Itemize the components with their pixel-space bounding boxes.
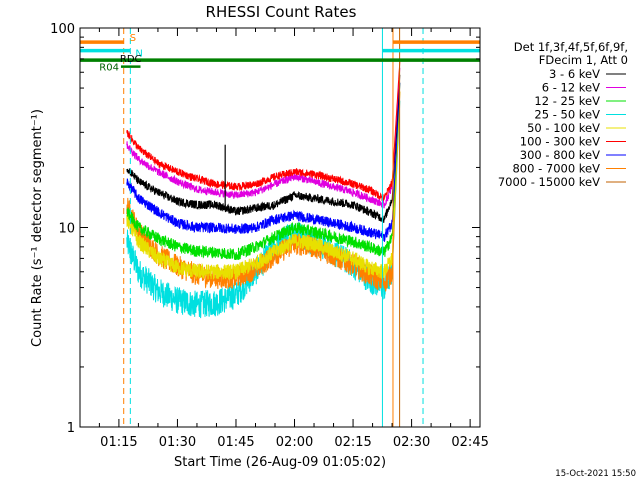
legend-entry-label: 300 - 800 keV <box>520 148 600 162</box>
series-line-100-300-kev <box>126 61 401 202</box>
axis-ticks: 01:15 01:30 01:45 02:00 02:15 02:30 02:45 1 10 10… <box>50 22 489 450</box>
series-line-6-12-kev <box>126 67 401 209</box>
x-axis-label: Start Time (26-Aug-09 01:05:02) <box>174 455 386 470</box>
series-line-12-25-kev <box>126 82 401 261</box>
series-line-300-800-kev <box>126 82 401 242</box>
legend-entry-label: 100 - 300 keV <box>520 135 600 149</box>
legend-entry-label: 12 - 25 keV <box>534 94 600 108</box>
y-tick-label: 1 <box>67 421 75 436</box>
legend-entry-label: 25 - 50 keV <box>534 108 600 122</box>
legend-entry-label: 6 - 12 keV <box>542 81 600 95</box>
series-line-50-100-kev <box>126 91 401 280</box>
x-tick-label: 02:15 <box>334 435 371 450</box>
legend-entry-label: 50 - 100 keV <box>527 121 600 135</box>
legend-entry-label: 3 - 6 keV <box>549 67 600 81</box>
legend-header-line-2: FDecim 1, Att 0 <box>539 53 628 67</box>
state-bar-label-s: S <box>130 33 136 44</box>
x-tick-label: 02:45 <box>451 435 488 450</box>
x-tick-label: 01:30 <box>159 435 196 450</box>
x-tick-label: 02:30 <box>393 435 430 450</box>
legend-header-line-1: Det 1f,3f,4f,5f,6f,9f, <box>514 40 628 54</box>
x-tick-label: 02:00 <box>276 435 313 450</box>
x-tick-label: 01:45 <box>217 435 254 450</box>
state-bar-label-rdc: RDC <box>120 54 142 65</box>
state-bar-label-n: N <box>135 49 142 60</box>
legend-entry-label: 800 - 7000 keV <box>512 162 600 176</box>
y-tick-label: 10 <box>58 222 75 237</box>
plot-timestamp: 15-Oct-2021 15:50 <box>555 469 636 479</box>
chart-title: RHESSI Count Rates <box>206 3 357 21</box>
y-axis-label: Count Rate (s⁻¹ detector segment⁻¹) <box>30 109 45 347</box>
x-tick-label: 01:15 <box>100 435 137 450</box>
legend-entry-label: 7000 - 15000 keV <box>498 175 600 189</box>
series-line-3-6-kev <box>126 74 401 223</box>
data-layer <box>126 61 401 319</box>
vertical-markers <box>123 28 424 427</box>
state-bar-label-r04: R04 <box>99 63 119 74</box>
legend: Det 1f,3f,4f,5f,6f,9f, FDecim 1, Att 0 3… <box>498 40 628 189</box>
y-tick-label: 100 <box>50 22 75 37</box>
